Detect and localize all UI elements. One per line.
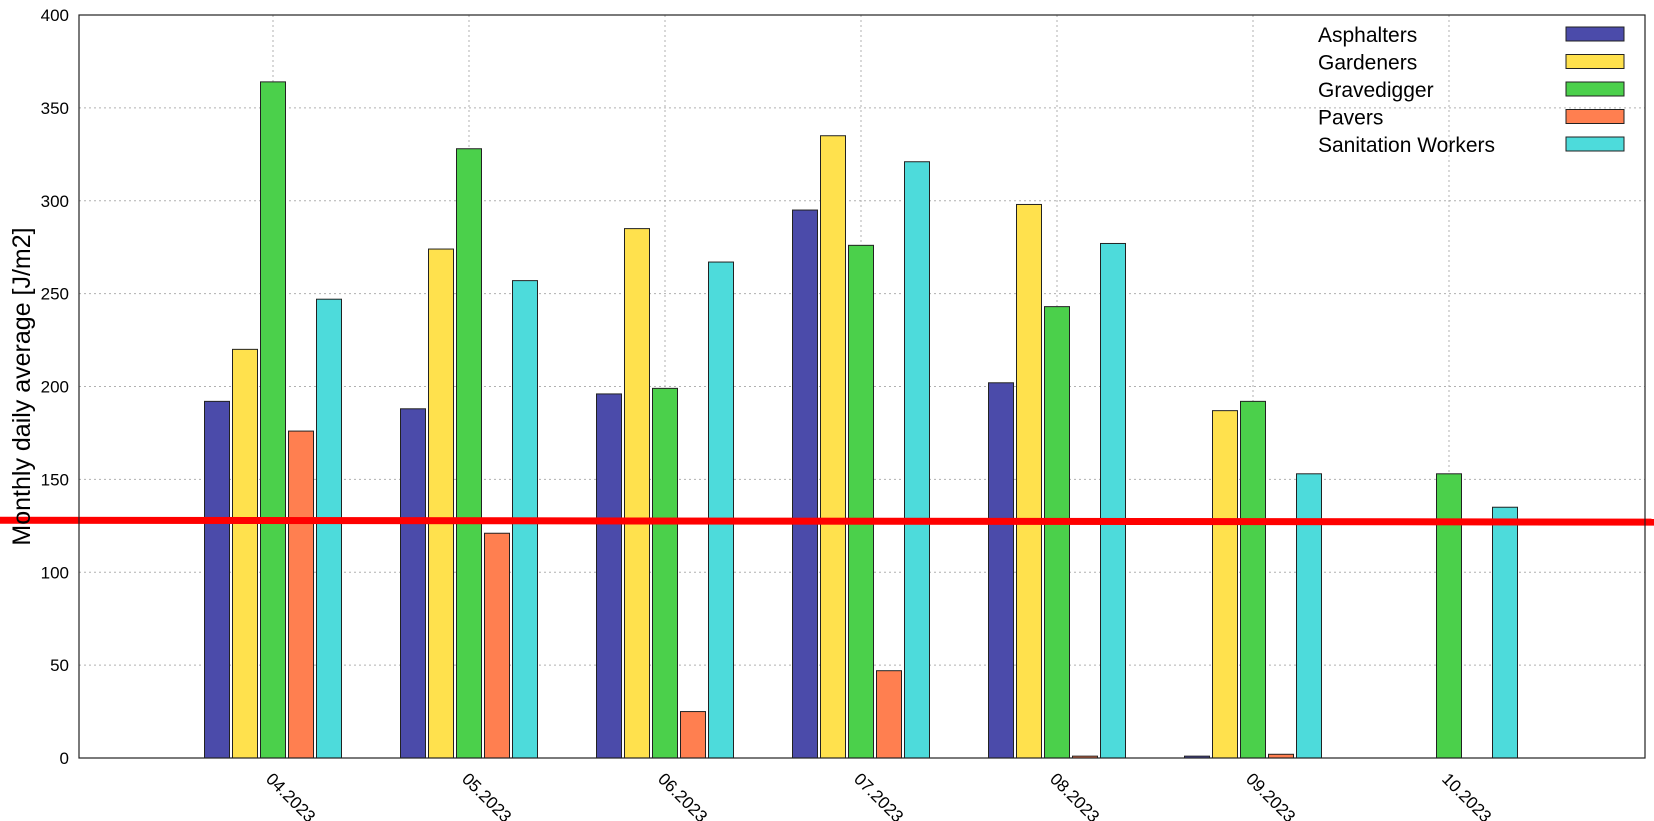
plot-frame <box>78 14 1646 759</box>
bars-layer <box>204 81 1518 759</box>
y-tick-label: 50 <box>50 656 69 675</box>
legend-label: Gravedigger <box>1318 79 1434 102</box>
y-tick-label: 400 <box>41 6 69 25</box>
bar <box>1016 203 1042 759</box>
bar <box>484 532 510 759</box>
bar <box>820 135 846 759</box>
y-tick-label: 150 <box>41 470 69 489</box>
bar <box>428 248 454 759</box>
bar <box>1436 473 1462 759</box>
legend-label: Gardeners <box>1318 52 1417 75</box>
bar <box>400 408 426 759</box>
y-tick-label: 0 <box>60 749 69 768</box>
y-tick-label: 250 <box>41 285 69 304</box>
x-tick-label: 10.2023 <box>1438 769 1495 821</box>
legend-swatch <box>1565 54 1625 69</box>
y-tick-label: 100 <box>41 563 69 582</box>
bar <box>1044 306 1070 759</box>
bar <box>1492 506 1518 759</box>
y-tick-label: 350 <box>41 99 69 118</box>
bar <box>260 81 286 759</box>
bar <box>1100 242 1126 759</box>
x-tick-label: 06.2023 <box>654 769 711 821</box>
bar <box>652 387 678 759</box>
bar <box>456 148 482 759</box>
bar <box>792 209 818 759</box>
bar <box>1240 400 1266 759</box>
legend-label: Sanitation Workers <box>1318 134 1495 157</box>
bar <box>204 400 230 759</box>
bar <box>232 348 258 759</box>
bar <box>904 161 930 759</box>
legend-label: Asphalters <box>1318 24 1417 47</box>
legend-swatch <box>1565 109 1625 124</box>
legend-swatch <box>1565 136 1625 152</box>
bar <box>316 298 342 759</box>
y-tick-labels: 0 50 100 150 200 250 300 350 400 <box>41 6 69 768</box>
bar <box>596 393 622 759</box>
legend-label: Pavers <box>1318 107 1383 130</box>
x-tick-label: 08.2023 <box>1046 769 1103 821</box>
bar <box>680 711 706 759</box>
x-tick-label: 09.2023 <box>1242 769 1299 821</box>
x-tick-labels: 04.2023 05.2023 06.2023 07.2023 08.2023 09.20… <box>262 769 1495 821</box>
x-tick-label: 07.2023 <box>850 769 907 821</box>
legend-swatch <box>1565 81 1625 97</box>
bar <box>1212 410 1238 759</box>
bar <box>624 228 650 759</box>
bar <box>1296 473 1322 759</box>
x-tick-label: 05.2023 <box>458 769 515 821</box>
bar <box>988 382 1014 759</box>
reference-line <box>0 516 1654 526</box>
y-tick-label: 300 <box>41 192 69 211</box>
legend-swatch <box>1565 26 1625 42</box>
bar <box>708 261 734 759</box>
y-axis-label: Monthly daily average [J/m2] <box>8 227 36 545</box>
bar <box>876 670 902 759</box>
y-tick-label: 200 <box>41 378 69 397</box>
x-tick-label: 04.2023 <box>262 769 319 821</box>
bar <box>288 430 314 759</box>
bar <box>848 244 874 759</box>
legend: Asphalters Gardeners Gravedigger Pavers Sani… <box>1318 24 1625 157</box>
reference-line-layer <box>0 516 1654 526</box>
